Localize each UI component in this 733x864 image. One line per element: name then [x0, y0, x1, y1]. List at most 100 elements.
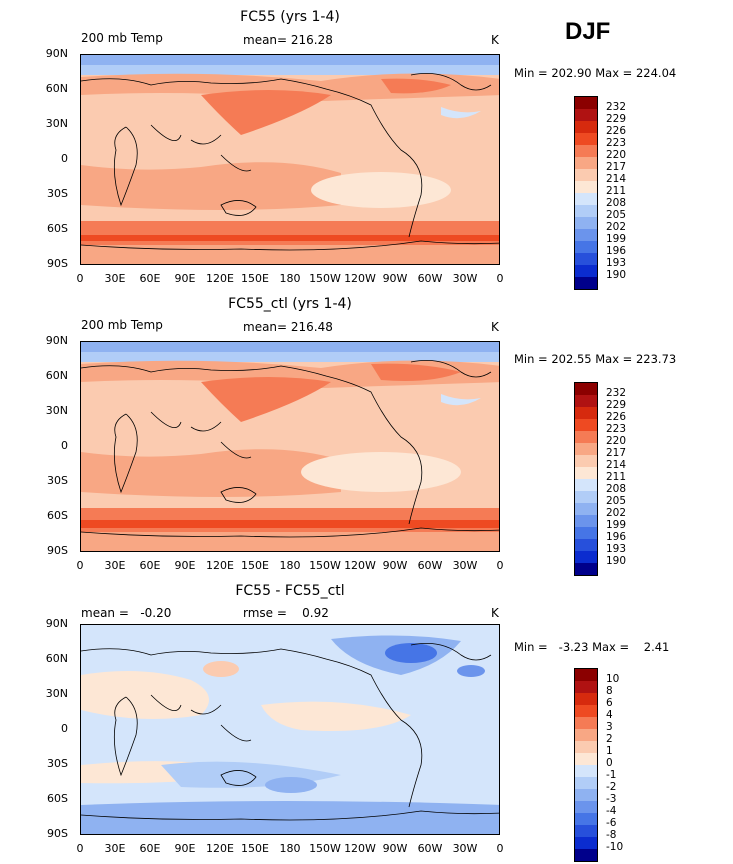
panel-title: FC55 - FC55_ctl [235, 583, 345, 599]
colorbar-swatch [575, 527, 597, 539]
negative-anomaly-antarctic [81, 801, 499, 834]
map-panel [80, 54, 500, 265]
y-tick-label: 60N [45, 652, 68, 665]
mean-label: mean= 216.48 [243, 320, 333, 334]
x-tick-label: 90W [382, 272, 408, 285]
colorbar-swatch [575, 157, 597, 169]
colorbar-swatch [575, 693, 597, 705]
colorbar-label: 1 [606, 745, 613, 757]
colorbar-swatch [575, 479, 597, 491]
colorbar-label: 2 [606, 733, 613, 745]
temperature-field-map [81, 342, 499, 551]
x-tick-label: 30W [452, 842, 478, 855]
colorbar-label: 211 [606, 185, 627, 197]
colorbar-swatch [575, 229, 597, 241]
min-max-label: Min = 202.90 Max = 224.04 [514, 66, 677, 80]
colorbar-label: 190 [606, 269, 627, 281]
y-tick-label: 30S [47, 474, 68, 487]
antarctic-band [81, 532, 499, 551]
colorbar-swatch [575, 813, 597, 825]
colorbar-label: 214 [606, 459, 627, 471]
southern-warm-band [81, 162, 341, 210]
southern-jet-band [81, 221, 499, 245]
min-max-label: Min = 202.55 Max = 223.73 [514, 352, 677, 366]
colorbar-swatch [575, 491, 597, 503]
x-tick-label: 120E [206, 559, 234, 572]
colorbar-swatch [575, 241, 597, 253]
atlantic-cool-patch [441, 107, 481, 119]
colorbar-swatch [575, 551, 597, 563]
x-tick-label: 150E [241, 272, 269, 285]
colorbar-swatch [575, 395, 597, 407]
colorbar-swatch [575, 205, 597, 217]
colorbar-label: 205 [606, 495, 627, 507]
colorbar-swatch [575, 789, 597, 801]
rmse-label: rmse = 0.92 [243, 606, 329, 620]
colorbar-swatch [575, 217, 597, 229]
x-tick-label: 0 [496, 559, 504, 572]
y-tick-label: 30N [45, 404, 68, 417]
colorbar-swatch [575, 265, 597, 277]
colorbar [574, 382, 598, 576]
x-tick-label: 150W [309, 842, 341, 855]
colorbar-label: 229 [606, 399, 627, 411]
colorbar [574, 96, 598, 290]
x-tick-label: 120W [344, 272, 376, 285]
colorbar-label: -3 [606, 793, 617, 805]
atlantic-warm-core [381, 78, 451, 94]
atlantic-warm-core [371, 363, 461, 381]
colorbar [574, 668, 598, 862]
polar-cold-band [81, 342, 499, 352]
units-label: K [491, 320, 499, 334]
colorbar-label: 226 [606, 125, 627, 137]
southern-warm-band [81, 449, 341, 497]
colorbar-label: -2 [606, 781, 617, 793]
x-tick-label: 90E [174, 559, 196, 572]
coastlines [81, 72, 499, 251]
colorbar-label: 214 [606, 173, 627, 185]
colorbar-swatch [575, 515, 597, 527]
colorbar-swatch [575, 181, 597, 193]
colorbar-swatch [575, 419, 597, 431]
colorbar-swatch [575, 455, 597, 467]
coastlines [81, 359, 499, 538]
colorbar-swatch [575, 777, 597, 789]
colorbar-label: 208 [606, 483, 627, 495]
y-tick-label: 90N [45, 47, 68, 60]
x-tick-label: 30E [104, 842, 126, 855]
x-tick-label: 90W [382, 559, 408, 572]
y-tick-label: 0 [61, 722, 68, 735]
units-label: K [491, 606, 499, 620]
colorbar-label: 199 [606, 519, 627, 531]
colorbar-label: 220 [606, 149, 627, 161]
x-tick-label: 30W [452, 272, 478, 285]
panel-title: FC55 (yrs 1-4) [240, 9, 340, 25]
colorbar-swatch [575, 277, 597, 289]
colorbar-label: 229 [606, 113, 627, 125]
x-tick-label: 0 [496, 272, 504, 285]
colorbar-label: 0 [606, 757, 613, 769]
x-tick-label: 0 [76, 842, 84, 855]
colorbar-swatch [575, 431, 597, 443]
y-tick-label: 60S [47, 792, 68, 805]
colorbar-label: 199 [606, 233, 627, 245]
y-tick-label: 60S [47, 222, 68, 235]
x-tick-label: 180 [279, 559, 301, 572]
positive-anomaly-west [81, 671, 209, 719]
x-tick-label: 30E [104, 559, 126, 572]
south-pacific-cool-patch [301, 452, 461, 492]
x-tick-label: 60W [417, 272, 443, 285]
negative-anomaly-atlantic [457, 665, 485, 677]
x-tick-label: 120W [344, 842, 376, 855]
x-tick-label: 150E [241, 559, 269, 572]
positive-anomaly-tropics [261, 701, 411, 731]
negative-anomaly-core [385, 643, 437, 663]
colorbar-swatch [575, 837, 597, 849]
colorbar-swatch [575, 849, 597, 861]
colorbar-label: 223 [606, 137, 627, 149]
colorbar-label: 232 [606, 387, 627, 399]
y-tick-label: 30N [45, 117, 68, 130]
colorbar-swatch [575, 681, 597, 693]
y-tick-label: 90N [45, 617, 68, 630]
atlantic-cool-patch [441, 394, 481, 406]
